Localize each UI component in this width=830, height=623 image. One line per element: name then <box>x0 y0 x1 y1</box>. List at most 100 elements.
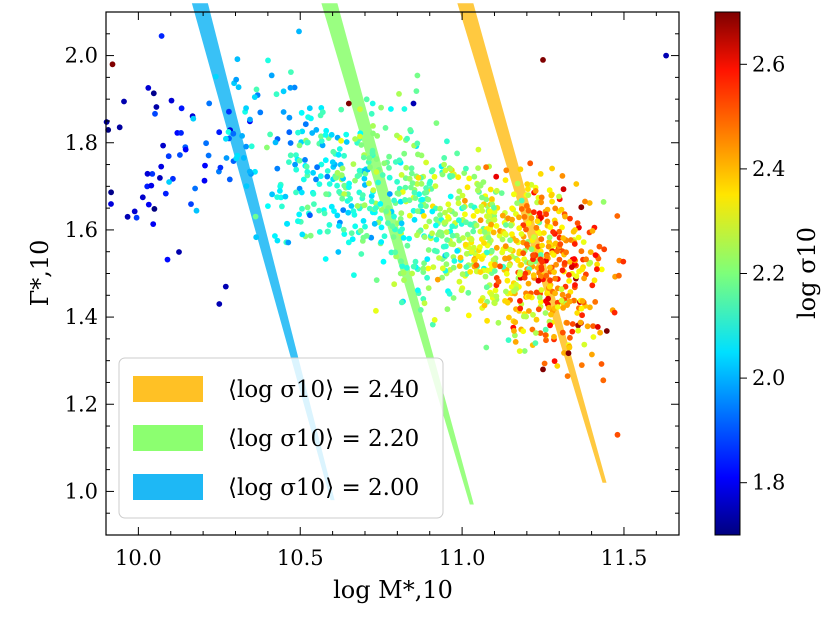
data-point <box>406 197 413 204</box>
data-point <box>616 272 622 279</box>
data-point <box>439 265 446 272</box>
data-point <box>559 291 566 298</box>
data-point <box>277 188 283 194</box>
data-point <box>546 234 553 241</box>
data-point <box>491 204 497 211</box>
data-point <box>491 216 498 223</box>
legend-swatch-1 <box>133 425 203 451</box>
data-point <box>511 191 517 198</box>
legend-label-1: ⟨log σ10⟩ = 2.20 <box>228 426 419 452</box>
data-point <box>298 189 305 196</box>
data-point <box>321 210 328 217</box>
data-point <box>535 277 542 284</box>
data-point <box>313 126 320 133</box>
data-point <box>454 150 460 157</box>
data-point <box>307 232 314 239</box>
data-point <box>601 246 608 253</box>
data-point <box>481 229 488 236</box>
data-point <box>546 283 553 290</box>
data-point <box>243 105 250 111</box>
data-point <box>577 319 584 326</box>
data-point <box>594 261 600 268</box>
data-point <box>425 196 432 203</box>
data-point <box>514 200 520 207</box>
data-point <box>316 181 323 188</box>
data-point <box>437 212 443 218</box>
data-point <box>429 321 436 328</box>
data-point <box>538 199 544 206</box>
data-point <box>408 184 414 191</box>
data-point <box>427 178 434 185</box>
data-point <box>491 300 498 307</box>
data-point <box>361 202 368 209</box>
data-point <box>328 203 335 210</box>
data-point <box>386 165 392 171</box>
data-point <box>201 177 208 184</box>
data-point <box>468 249 475 255</box>
data-point <box>382 125 389 131</box>
data-point <box>442 209 448 216</box>
data-point <box>549 198 555 205</box>
data-point <box>600 377 607 384</box>
data-point <box>504 277 511 284</box>
data-point <box>350 161 357 168</box>
data-point <box>587 259 594 266</box>
data-point <box>537 330 544 336</box>
data-point <box>502 230 508 237</box>
data-point <box>457 254 464 261</box>
data-point <box>272 139 279 146</box>
data-point <box>581 341 588 348</box>
data-point <box>399 226 405 233</box>
data-point <box>434 276 441 283</box>
data-point <box>203 140 210 147</box>
data-point <box>540 366 546 373</box>
data-point <box>239 133 246 139</box>
data-point <box>314 164 320 171</box>
data-point <box>248 143 255 150</box>
data-point <box>421 260 427 267</box>
data-point <box>421 300 428 307</box>
data-point <box>502 243 509 250</box>
colorbar-tick-label: 2.0 <box>752 366 785 390</box>
data-point <box>539 258 545 265</box>
data-point <box>523 203 530 209</box>
data-point <box>525 220 532 227</box>
data-point <box>569 321 576 327</box>
data-point <box>573 181 580 187</box>
data-point <box>509 231 515 238</box>
data-point <box>537 252 544 258</box>
data-point <box>547 264 553 271</box>
y-tick-label: 1.8 <box>65 131 98 155</box>
data-point <box>304 139 311 146</box>
data-point <box>417 203 424 209</box>
data-point <box>548 192 555 199</box>
data-point <box>212 73 219 80</box>
data-point <box>568 264 575 270</box>
data-point <box>468 236 475 243</box>
data-point <box>390 234 397 240</box>
data-point <box>545 304 552 311</box>
data-point <box>541 360 548 367</box>
data-point <box>491 261 498 268</box>
data-point <box>492 287 499 294</box>
data-point <box>531 234 537 240</box>
data-point <box>366 155 373 162</box>
data-point <box>517 305 524 312</box>
data-point <box>368 110 375 117</box>
data-point <box>538 266 545 273</box>
data-point <box>505 337 512 343</box>
data-point <box>524 181 531 188</box>
data-point <box>216 301 223 307</box>
y-tick-label: 1.2 <box>65 392 98 416</box>
data-point <box>460 204 467 211</box>
data-point <box>404 135 410 142</box>
data-point <box>425 285 432 291</box>
data-point <box>414 287 421 294</box>
data-point <box>483 164 489 171</box>
data-point <box>302 157 308 163</box>
data-point <box>563 249 569 256</box>
data-point <box>264 144 270 151</box>
data-point <box>373 156 380 163</box>
data-point <box>521 214 528 220</box>
data-point <box>401 150 408 157</box>
